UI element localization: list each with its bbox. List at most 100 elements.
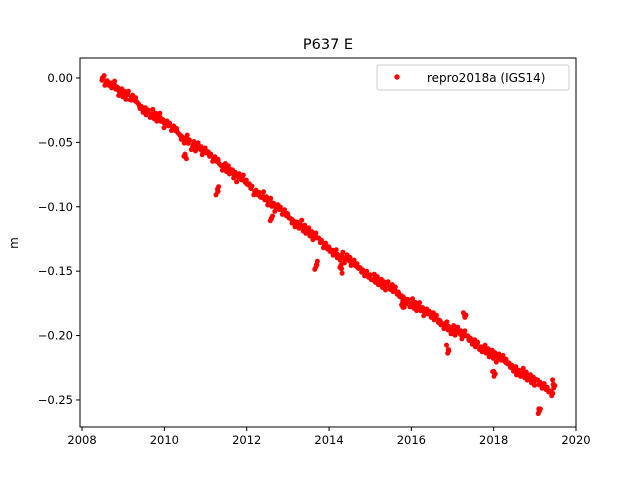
- data-point: [374, 274, 380, 280]
- data-point: [329, 248, 335, 253]
- data-point: [535, 377, 540, 383]
- data-point: [451, 323, 457, 329]
- data-point: [417, 300, 423, 306]
- data-point: [500, 352, 506, 358]
- data-point: [191, 139, 197, 144]
- data-point: [313, 230, 319, 236]
- data-point: [452, 332, 458, 338]
- data-point: [306, 225, 312, 231]
- data-point: [465, 333, 471, 339]
- data-point: [268, 195, 274, 201]
- data-points: [99, 73, 558, 417]
- data-point: [523, 369, 529, 375]
- data-point: [460, 310, 466, 316]
- data-point: [299, 217, 305, 223]
- data-point: [522, 375, 528, 381]
- data-point: [243, 177, 249, 183]
- data-point: [133, 95, 139, 101]
- data-point: [115, 84, 121, 90]
- data-point: [275, 202, 281, 208]
- data-point: [198, 144, 204, 150]
- data-point: [186, 138, 192, 144]
- data-point: [485, 346, 491, 352]
- data-point: [125, 88, 131, 94]
- data-point: [261, 189, 266, 195]
- data-point: [547, 388, 553, 394]
- data-point: [392, 284, 398, 290]
- data-point: [503, 356, 509, 362]
- x-tick-label: 2010: [150, 433, 179, 447]
- data-point: [482, 342, 488, 348]
- data-point: [552, 383, 558, 389]
- data-point: [246, 181, 252, 187]
- data-point: [340, 249, 346, 255]
- data-point: [541, 381, 547, 387]
- data-point: [161, 125, 167, 131]
- data-point: [378, 276, 384, 282]
- data-point: [177, 132, 183, 138]
- x-tick-label: 2020: [561, 433, 590, 447]
- data-point: [225, 163, 231, 169]
- legend: repro2018a (IGS14): [376, 64, 570, 91]
- data-point: [195, 140, 201, 146]
- data-point: [145, 107, 151, 113]
- data-point: [354, 261, 360, 267]
- data-point: [338, 255, 344, 261]
- data-point: [300, 228, 306, 234]
- data-point: [420, 305, 426, 311]
- data-point: [302, 222, 308, 228]
- data-point: [107, 80, 113, 86]
- data-point: [489, 347, 495, 353]
- data-point: [367, 272, 373, 278]
- data-point: [436, 317, 442, 323]
- data-point: [148, 112, 154, 118]
- data-point: [216, 184, 222, 190]
- data-point: [410, 296, 415, 302]
- data-point: [119, 86, 125, 92]
- data-point: [288, 216, 293, 221]
- data-point: [151, 116, 157, 122]
- data-point: [347, 254, 353, 260]
- data-point: [398, 293, 404, 299]
- data-point: [532, 382, 537, 388]
- y-tick-label: −0.10: [38, 200, 73, 214]
- data-point: [496, 351, 502, 357]
- data-point: [190, 144, 195, 150]
- legend-marker: [394, 74, 400, 80]
- data-point: [123, 96, 129, 102]
- data-point: [240, 172, 246, 178]
- data-point: [271, 200, 277, 206]
- data-point: [506, 360, 512, 366]
- data-point: [493, 359, 499, 365]
- data-point: [110, 84, 116, 90]
- data-point: [370, 277, 376, 283]
- y-tick-label: 0.00: [47, 71, 73, 85]
- data-point: [270, 213, 275, 219]
- data-point: [478, 344, 484, 350]
- data-point: [544, 384, 550, 390]
- data-point: [285, 211, 290, 216]
- axis-ticks: 2008 2010 2012 2014 2016 2018 2020 0.00 −0.05 −0.…: [38, 71, 591, 447]
- chart-title: P637 E: [303, 37, 353, 53]
- data-point: [101, 73, 107, 79]
- plot-frame: [79, 57, 577, 428]
- data-point: [519, 371, 525, 377]
- data-point: [202, 145, 208, 151]
- data-point: [309, 229, 315, 235]
- data-point: [364, 268, 370, 274]
- data-point: [446, 348, 452, 354]
- y-tick-label: −0.25: [38, 393, 73, 407]
- data-point: [444, 319, 450, 325]
- data-point: [313, 264, 319, 270]
- data-point: [193, 148, 198, 154]
- data-point: [395, 289, 401, 295]
- data-point: [205, 149, 211, 155]
- data-point: [236, 171, 242, 177]
- data-point: [455, 324, 461, 330]
- data-point: [323, 240, 329, 246]
- data-point: [339, 270, 345, 276]
- x-tick-label: 2012: [232, 433, 261, 447]
- data-point: [213, 192, 219, 198]
- data-point: [444, 342, 449, 348]
- data-point: [449, 328, 455, 334]
